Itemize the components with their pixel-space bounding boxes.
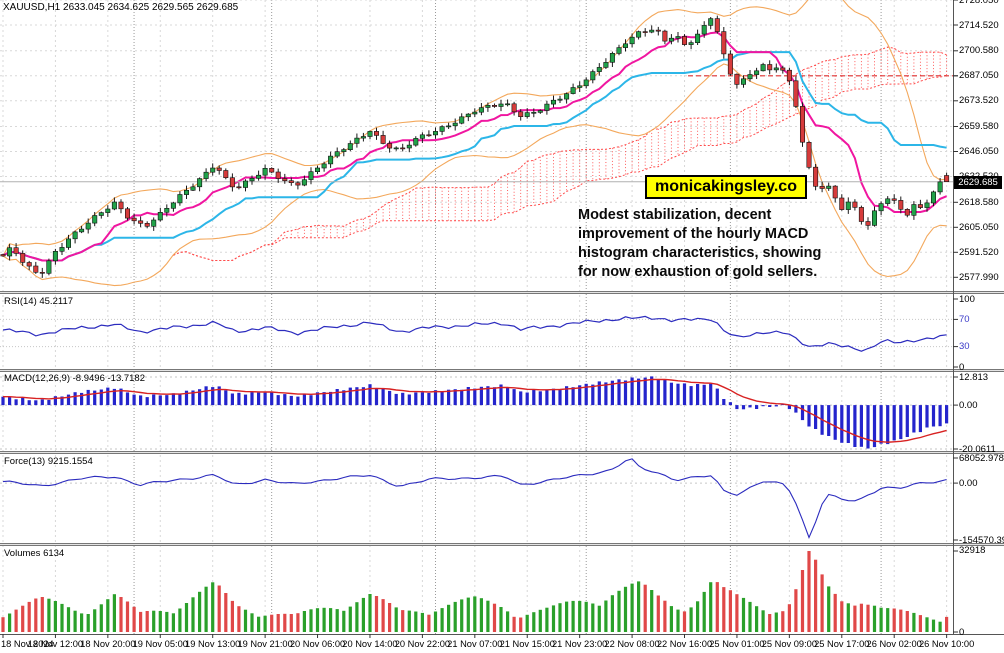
axis-value-label: 2687.050 (959, 70, 999, 82)
axis-value-label: 0.00 (959, 477, 978, 489)
main-price-panel (0, 0, 953, 287)
time-axis-label: 20 Nov 22:00 (394, 639, 451, 649)
volumes-indicator-label: Volumes 6134 (4, 548, 65, 559)
time-axis-label: 19 Nov 05:00 (132, 639, 188, 649)
macd-indicator-label: MACD(12,26,9) -8.9496 -13.7182 (4, 373, 145, 384)
axis-value-label: 2700.580 (959, 45, 999, 57)
axis-value-label: 100 (959, 293, 975, 305)
axis-value-label: -20.0611 (959, 443, 996, 455)
axis-value-label: 0 (959, 626, 965, 638)
time-axis-label: 22 Nov 08:00 (604, 639, 660, 649)
time-axis-label: 26 Nov 10:00 (918, 639, 975, 649)
time-axis-label: 25 Nov 09:00 (761, 639, 818, 649)
rsi-indicator-label: RSI(14) 45.2117 (4, 296, 74, 307)
axis-value-label: 68052.9782 (959, 452, 1004, 464)
axis-value-label: 2646.050 (959, 146, 999, 157)
axis-value-label: 2618.580 (959, 196, 999, 208)
axis-value-label: 32918 (959, 545, 986, 557)
force-panel (0, 458, 953, 539)
time-axis-label: 22 Nov 16:00 (656, 639, 713, 649)
current-price-badge: 2629.685 (954, 175, 1002, 189)
time-axis-label: 18 Nov 20:00 (80, 639, 136, 649)
axis-value-label: 2591.520 (959, 246, 999, 258)
time-axis-label: 21 Nov 15:00 (499, 639, 555, 649)
time-axis-label: 21 Nov 07:00 (447, 639, 503, 649)
analyst-annotation: Modest stabilization, decent improvement… (578, 207, 822, 280)
rsi-panel (0, 315, 953, 352)
symbol-ohlc-title: XAUUSD,H1 2633.045 2634.625 2629.565 262… (3, 2, 239, 13)
time-axis-label: 21 Nov 23:00 (552, 639, 608, 649)
time-axis-label: 18 Nov 12:00 (27, 639, 84, 649)
time-axis-label: 18 Nov 2024 (1, 639, 54, 649)
force-indicator-label: Force(13) 9215.1554 (4, 456, 93, 467)
axis-value-label: 2659.580 (959, 121, 999, 132)
axis-value-label: 0 (959, 361, 965, 373)
time-axis-label: 19 Nov 21:00 (237, 639, 293, 649)
volumes-panel (1, 551, 949, 632)
time-axis-label: 20 Nov 06:00 (289, 639, 346, 649)
time-axis-label: 25 Nov 01:00 (709, 639, 765, 649)
macd-panel (0, 376, 953, 450)
axis-value-label: 30 (959, 341, 970, 353)
time-axis-label: 19 Nov 13:00 (185, 639, 241, 649)
axis-value-label: 2714.520 (959, 19, 999, 31)
time-axis-label: 25 Nov 17:00 (814, 639, 870, 649)
axis-value-label: 0.00 (959, 399, 978, 411)
axis-value-label: 2728.050 (959, 0, 999, 6)
axis-value-label: 2605.050 (959, 221, 999, 233)
axis-value-label: 2673.520 (959, 95, 999, 107)
time-axis-label: 26 Nov 02:00 (866, 639, 922, 649)
axis-value-label: 2577.990 (959, 271, 999, 283)
axis-value-label: -154570.39 (959, 534, 1004, 546)
branding-watermark: monicakingsley.co (645, 175, 807, 199)
axis-value-label: 70 (959, 313, 970, 325)
axis-value-label: 12.813 (959, 371, 989, 383)
time-axis-label: 20 Nov 14:00 (342, 639, 398, 649)
